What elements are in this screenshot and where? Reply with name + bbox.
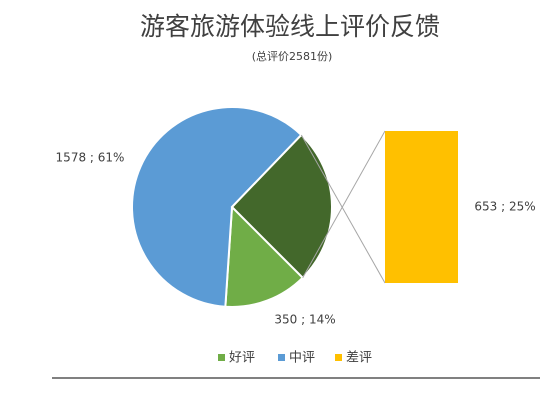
legend-swatch: [278, 354, 285, 361]
connector-line: [300, 134, 386, 284]
legend-label: 好评: [229, 351, 255, 366]
data-label: 350 ; 14%: [274, 313, 335, 327]
pie-slice: [224, 204, 305, 308]
legend-swatch: [218, 354, 225, 361]
data-label: 653 ; 25%: [474, 200, 535, 214]
legend-label: 中评: [289, 351, 315, 366]
data-label: 1578 ; 61%: [56, 151, 125, 165]
chart-subtitle: (总评价2581份): [252, 49, 333, 63]
pie-slice: [230, 133, 333, 280]
legend-swatch: [335, 354, 342, 361]
split-bar: [385, 131, 458, 283]
legend-label: 差评: [346, 351, 372, 366]
chart-title: 游客旅游体验线上评价反馈: [140, 12, 440, 41]
pie-slice: [131, 106, 303, 308]
connector-line: [302, 130, 386, 278]
